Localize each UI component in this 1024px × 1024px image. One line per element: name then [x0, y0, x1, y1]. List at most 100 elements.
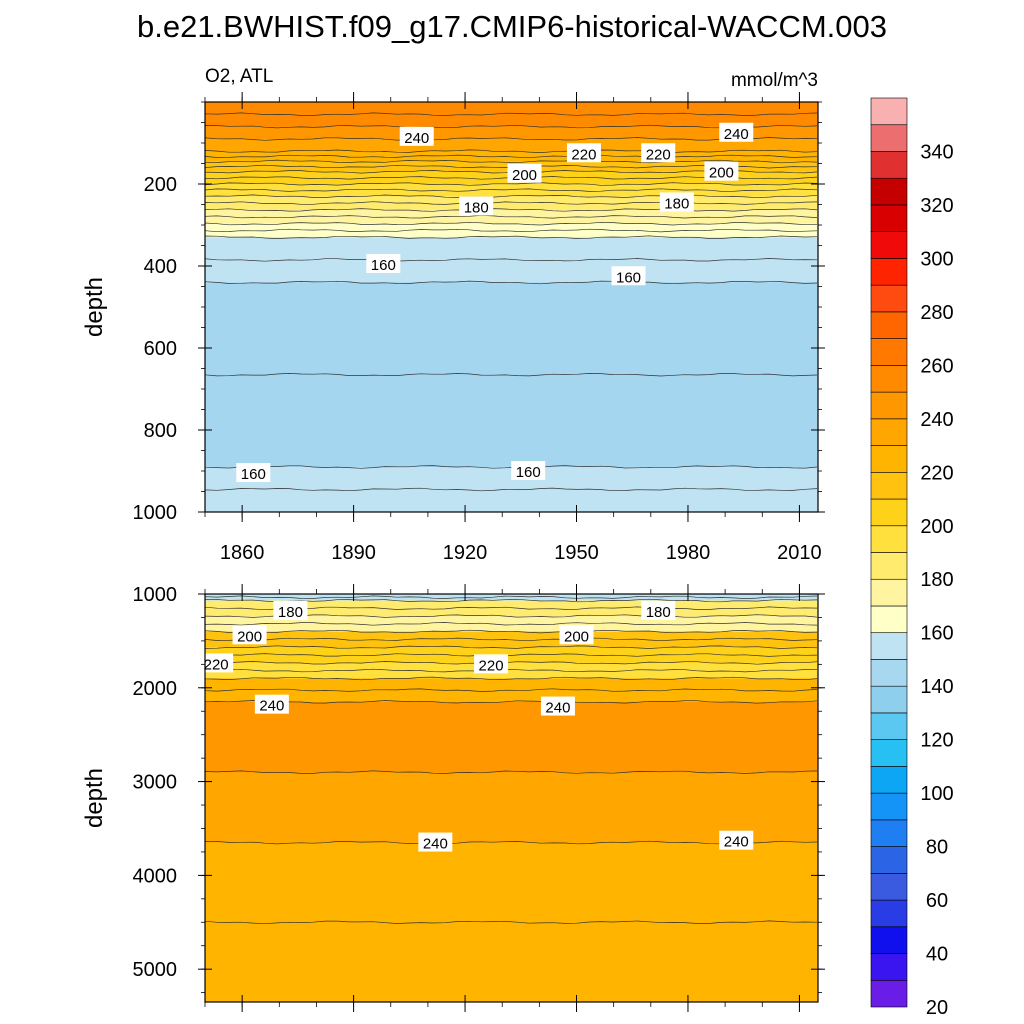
y-tick-label: 5000 [133, 959, 178, 981]
contour-band [204, 102, 818, 128]
contour-line [204, 154, 818, 159]
contour-line [204, 770, 818, 774]
colorbar-cell [870, 151, 908, 179]
colorbar-label: 40 [926, 944, 948, 966]
colorbar-cell [870, 124, 908, 152]
svg-text:180: 180 [646, 604, 671, 621]
contour-line [204, 149, 818, 153]
contour-line [204, 645, 818, 649]
colorbar-cell [870, 605, 908, 634]
colorbar-cell [870, 97, 908, 126]
contour-label: 220 [199, 653, 234, 673]
svg-text:200: 200 [237, 628, 262, 645]
contour-line [204, 637, 818, 642]
colorbar-label: 60 [926, 890, 948, 912]
contour-band [204, 194, 818, 238]
contour-band [204, 676, 818, 703]
colorbar-cell [870, 712, 908, 740]
colorbar-cell [870, 899, 908, 928]
colorbar-cell [870, 926, 908, 954]
y-tick-label: 400 [144, 256, 177, 278]
panel-units-label: mmol/m^3 [731, 70, 818, 91]
colorbar-cell [870, 846, 908, 874]
contour-band [204, 840, 818, 1003]
svg-text:180: 180 [464, 200, 489, 217]
x-tick-label: 1920 [443, 542, 488, 564]
colorbar-label: 300 [920, 248, 953, 270]
x-tick-label: 1890 [331, 542, 376, 564]
colorbar-label: 100 [920, 783, 953, 805]
x-tick-label: 2010 [777, 542, 822, 564]
contour-line [204, 159, 818, 164]
svg-text:160: 160 [371, 257, 396, 274]
colorbar-cell [870, 177, 908, 206]
contour-label: 220 [566, 143, 601, 163]
contour-label: 160 [611, 266, 646, 286]
contour-band [204, 700, 818, 844]
contour-band [204, 280, 818, 468]
colorbar-cell [870, 766, 908, 794]
chart-title: b.e21.BWHIST.f09_g17.CMIP6-historical-WA… [137, 9, 887, 44]
colorbar-cell [870, 792, 908, 821]
x-tick-label: 1950 [554, 542, 599, 564]
contour-line [204, 258, 818, 262]
colorbar-cell [870, 525, 908, 553]
contour-label: 160 [511, 461, 546, 481]
colorbar-label: 200 [920, 516, 953, 538]
panels: 240 240 220 220 200 200 180 180 160 160 160 160 200 4… [81, 92, 825, 1012]
contour-label: 180 [273, 600, 308, 621]
colorbar-cell [870, 632, 908, 660]
y-tick-label: 1000 [133, 502, 178, 524]
colorbar-label: 160 [920, 623, 953, 645]
plot-frame [204, 593, 819, 1003]
contour-label: 220 [474, 654, 509, 674]
colorbar-cell [870, 659, 908, 687]
contour-label: 220 [641, 143, 676, 163]
colorbar-cell [870, 445, 908, 473]
contour-label: 240 [719, 830, 754, 851]
svg-text:240: 240 [423, 836, 448, 853]
contour-label: 240 [399, 126, 434, 147]
contour-line [204, 137, 818, 141]
y-axis-label: depth [81, 768, 108, 828]
colorbar-cell [870, 365, 908, 393]
svg-text:220: 220 [646, 146, 671, 163]
contour-line [204, 920, 818, 925]
contour-line [204, 194, 818, 199]
x-tick-label: 1860 [220, 542, 265, 564]
contour-label: 160 [366, 253, 401, 274]
colorbar-cell [870, 391, 908, 420]
y-tick-label: 800 [144, 420, 177, 442]
contour-line [204, 215, 818, 219]
contour-line [204, 487, 818, 492]
contour-line [204, 208, 818, 212]
colorbar-cell [870, 739, 908, 767]
colorbar-cell [870, 258, 908, 286]
contour-line [204, 112, 818, 116]
contour-line [204, 688, 818, 692]
colorbar-label: 80 [926, 837, 948, 859]
panel-variable-label: O2, ATL [205, 66, 273, 87]
contour-label: 200 [232, 625, 267, 645]
colorbar-cell [870, 979, 908, 1008]
svg-text:160: 160 [616, 269, 641, 286]
colorbar-label: 280 [920, 302, 953, 324]
contour-label: 200 [507, 163, 542, 184]
contour-label: 200 [704, 161, 739, 182]
svg-text:240: 240 [545, 700, 570, 717]
colorbar: 340 320 300 280 260 240 220 200 180 160 140 120 100 8… [870, 97, 954, 1019]
contour-line [204, 840, 818, 845]
colorbar-cell [870, 471, 908, 500]
y-tick-label: 4000 [133, 865, 178, 887]
colorbar-label: 340 [920, 141, 953, 163]
y-tick-label: 600 [144, 338, 177, 360]
colorbar-label: 260 [920, 355, 953, 377]
contour-line [204, 201, 818, 205]
contour-band [204, 465, 818, 513]
colorbar-label: 140 [920, 676, 953, 698]
colorbar-cell [870, 578, 908, 607]
contour-label: 180 [641, 600, 676, 621]
colorbar-cell [870, 284, 908, 313]
colorbar-cell [870, 552, 908, 580]
